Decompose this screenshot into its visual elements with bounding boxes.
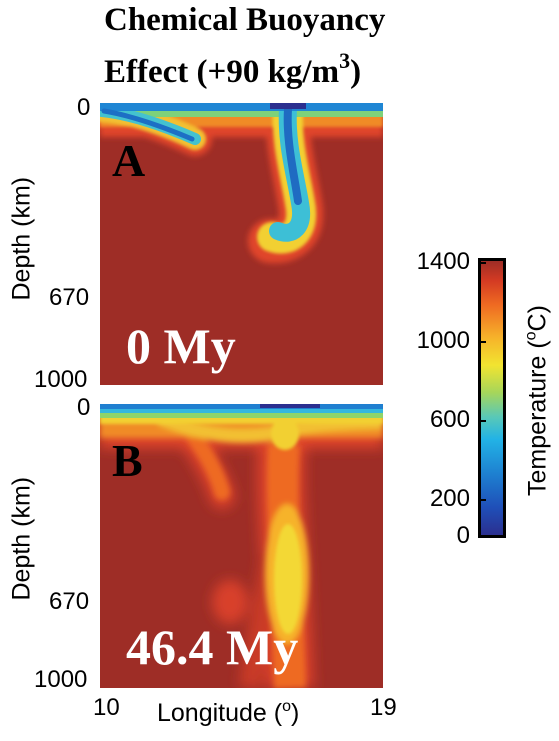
panel-a-time-label: 0 My [126, 318, 236, 374]
colorbar-tick-600: 600 [429, 406, 470, 433]
colorbar-degree-sup: o [522, 331, 540, 341]
colorbar-tick-1400: 1400 [416, 248, 470, 275]
colorbar-label-suffix: C) [523, 305, 552, 332]
x-axis-label-text: Longitude ( [157, 699, 283, 727]
panel-b-y-axis-label: Depth (km) [7, 476, 36, 601]
panel-b-y-tick-1000: 1000 [34, 666, 88, 693]
panel-b-time-label: 46.4 My [126, 619, 299, 675]
colorbar-tick-mark-1400 [478, 262, 486, 264]
colorbar-tick-1000: 1000 [416, 327, 470, 354]
panel-a-y-tick-670: 670 [49, 284, 90, 311]
panel-a-y-tick-1000: 1000 [34, 366, 88, 393]
panel-a-y-tick-0: 0 [77, 94, 91, 121]
title-text: Effect (+90 kg/m [104, 54, 340, 90]
colorbar-label-text: Temperature ( [523, 340, 552, 496]
panel-a-y-axis-label: Depth (km) [7, 176, 36, 301]
figure-title-line1: Chemical Buoyancy [104, 2, 386, 38]
title-superscript: 3 [339, 48, 351, 73]
x-axis-label: Longitude (o) [157, 699, 299, 728]
x-axis-degree-sup: o [282, 698, 292, 715]
colorbar-tick-mark-600 [478, 420, 486, 422]
panel-b-y-tick-670: 670 [49, 588, 90, 615]
panel-b-y-tick-0: 0 [77, 394, 91, 421]
panel-a-temperature-field [100, 103, 383, 385]
colorbar-label: Temperature (oC) [522, 301, 553, 501]
x-tick-10: 10 [93, 694, 120, 721]
x-tick-19: 19 [370, 694, 397, 721]
colorbar-tick-mark-1000 [478, 341, 486, 343]
title-suffix: ) [350, 54, 362, 90]
figure-title-line2: Effect (+90 kg/m3) [104, 50, 362, 91]
panel-b-label: B [112, 435, 143, 486]
panel-a-label: A [112, 135, 146, 186]
colorbar-tick-mark-200 [478, 499, 486, 501]
colorbar-tick-0: 0 [456, 522, 470, 549]
x-axis-label-suffix: ) [291, 699, 300, 727]
temperature-colorbar [478, 258, 506, 538]
colorbar-tick-200: 200 [429, 485, 470, 512]
panel-b-temperature-field [100, 404, 383, 688]
